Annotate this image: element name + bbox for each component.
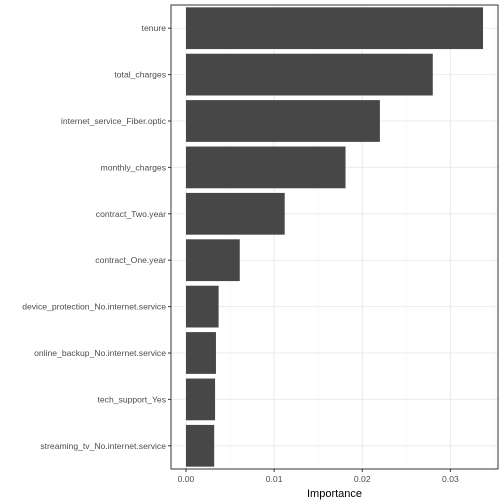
panel-border bbox=[170, 4, 499, 470]
y-tick-label: contract_Two.year bbox=[96, 209, 166, 219]
bars bbox=[185, 7, 484, 467]
y-tick-label: internet_service_Fiber.optic bbox=[61, 116, 167, 126]
y-tick-label: tenure bbox=[142, 23, 167, 33]
bar bbox=[185, 424, 215, 467]
y-tick-label: streaming_tv_No.internet.service bbox=[40, 441, 166, 451]
bar bbox=[185, 146, 346, 189]
y-tick-label: device_protection_No.internet.service bbox=[22, 302, 166, 312]
y-tick-label: online_backup_No.internet.service bbox=[34, 348, 166, 358]
bar bbox=[185, 332, 216, 374]
bar bbox=[185, 378, 216, 421]
bar bbox=[185, 192, 285, 235]
x-axis: 0.00 0.01 0.02 0.03 bbox=[178, 469, 459, 484]
bar bbox=[185, 7, 484, 50]
x-tick-label: 0.01 bbox=[266, 474, 283, 484]
x-tick-label: 0.03 bbox=[442, 474, 459, 484]
bar bbox=[185, 53, 433, 96]
x-tick-label: 0.00 bbox=[178, 474, 195, 484]
x-axis-title: Importance bbox=[307, 488, 362, 500]
y-tick-label: total_charges bbox=[114, 70, 166, 80]
bar bbox=[185, 285, 219, 328]
bar bbox=[185, 100, 380, 142]
bar bbox=[185, 239, 240, 282]
y-tick-label: contract_One.year bbox=[95, 255, 166, 265]
y-axis: tenure total_charges internet_service_Fibe… bbox=[22, 23, 171, 451]
y-tick-label: monthly_charges bbox=[101, 162, 166, 172]
x-tick-label: 0.02 bbox=[354, 474, 371, 484]
y-tick-label: tech_support_Yes bbox=[98, 394, 167, 404]
